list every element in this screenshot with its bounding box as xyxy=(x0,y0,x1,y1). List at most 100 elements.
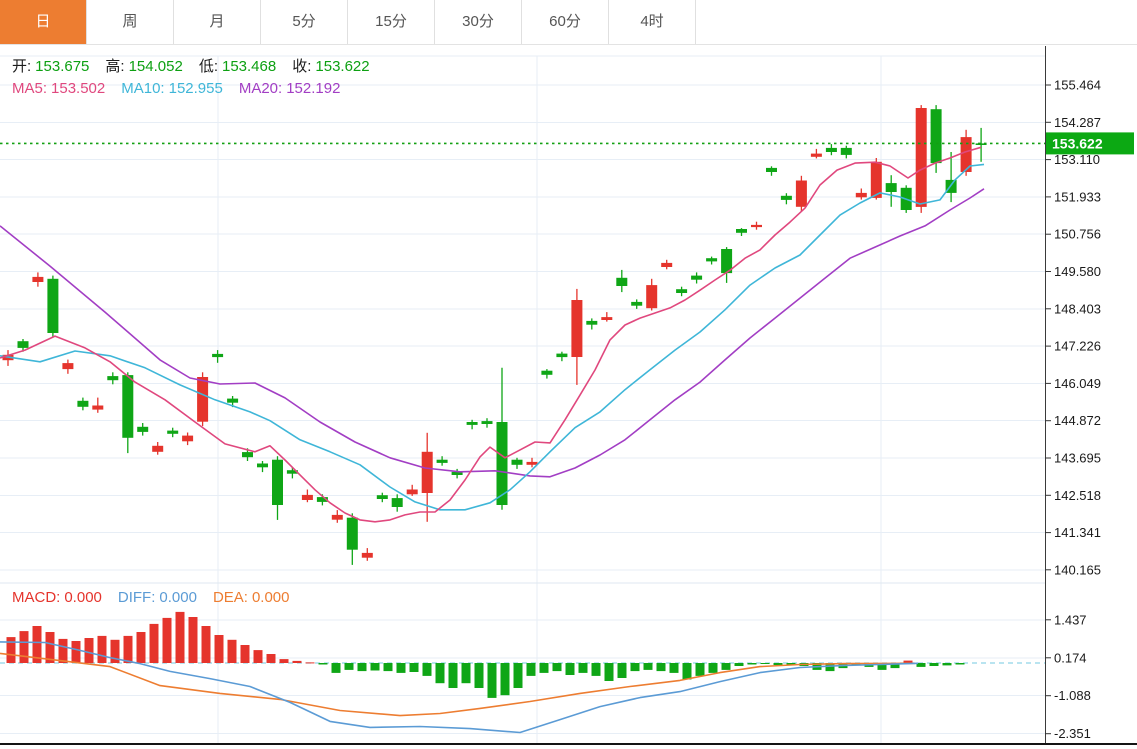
timeframe-tab-1[interactable]: 周 xyxy=(87,0,174,44)
candle-body xyxy=(541,370,553,375)
candle-body xyxy=(780,195,792,200)
macd-bar xyxy=(500,663,510,696)
current-price-badge: 153.622 xyxy=(1046,132,1134,155)
candle-body xyxy=(586,320,598,325)
macd-bar xyxy=(305,662,315,664)
macd-bar xyxy=(643,663,653,670)
ma5-label: MA5: xyxy=(12,80,48,97)
axis-tick-label: 140.165 xyxy=(1054,562,1101,577)
candle-body xyxy=(92,405,104,410)
macd-bar xyxy=(773,663,783,666)
candle-body xyxy=(646,285,658,309)
macd-bar xyxy=(591,663,601,676)
macd-bar xyxy=(435,663,445,684)
macd-bar xyxy=(669,663,679,673)
macd-bar xyxy=(253,650,263,663)
open-value: 153.675 xyxy=(35,58,90,75)
macd-bar xyxy=(201,626,211,663)
macd-bar xyxy=(45,632,55,663)
macd-bar xyxy=(149,623,159,663)
candle-body xyxy=(301,494,313,500)
candle-body xyxy=(212,353,224,358)
dea-label: DEA: xyxy=(212,589,248,606)
candle-body xyxy=(721,249,733,274)
dea-value: 0.000 xyxy=(251,589,290,606)
timeframe-tab-6[interactable]: 60分 xyxy=(522,0,609,44)
ma20-value: 152.192 xyxy=(286,80,341,97)
macd-bar xyxy=(279,659,289,663)
axis-tick-label: 150.756 xyxy=(1054,227,1101,242)
axis-tick-label: 154.287 xyxy=(1054,115,1101,130)
candle-body xyxy=(840,147,852,155)
macd-bar xyxy=(370,663,380,671)
macd-bar xyxy=(318,663,328,665)
timeframe-tab-2[interactable]: 月 xyxy=(174,0,261,44)
candle-body xyxy=(316,497,328,502)
axis-tick-label: 149.580 xyxy=(1054,264,1101,279)
candle-body xyxy=(960,137,972,172)
candle-body xyxy=(227,398,239,403)
dea-line xyxy=(0,652,916,717)
axis-tick-label: -1.088 xyxy=(1054,688,1091,703)
ohlc-readout: 开: 153.675 高: 154.052 低: 153.468 收: 153.622 xyxy=(12,58,386,76)
timeframe-tab-4[interactable]: 15分 xyxy=(348,0,435,44)
macd-bar xyxy=(929,663,939,666)
close-label: 收: xyxy=(292,58,312,75)
ma20-line xyxy=(0,188,985,478)
timeframe-tab-label: 60分 xyxy=(549,13,581,30)
macd-bar xyxy=(682,663,692,680)
timeframe-tab-0[interactable]: 日 xyxy=(0,0,87,44)
candle-body xyxy=(77,400,89,407)
macd-bar xyxy=(214,635,224,663)
macd-bar xyxy=(890,663,900,669)
ma-readout: MA5: 153.502 MA10: 152.955 MA20: 152.192 xyxy=(12,80,356,98)
candle-body xyxy=(62,363,74,370)
gridlines xyxy=(0,55,1045,743)
current-price-badge-bg xyxy=(1046,132,1134,155)
axis-tick-label: 143.695 xyxy=(1054,451,1101,466)
candle-body xyxy=(47,278,59,333)
macd-bar xyxy=(422,663,432,676)
macd-bar xyxy=(357,663,367,672)
timeframe-tab-label: 15分 xyxy=(375,13,407,30)
candle-body xyxy=(272,459,283,505)
price-axis: 155.464 154.287 153.110 151.933 150.756 149.5… xyxy=(1045,78,1101,577)
timeframe-tab-5[interactable]: 30分 xyxy=(435,0,522,44)
candle-body xyxy=(481,421,493,424)
timeframe-tab-label: 月 xyxy=(209,13,225,30)
close-value: 153.622 xyxy=(315,58,370,75)
high-value: 154.052 xyxy=(128,58,183,75)
macd-bar xyxy=(6,637,16,663)
macd-histogram xyxy=(6,611,965,698)
candle-body xyxy=(631,301,643,306)
macd-bar xyxy=(84,638,94,663)
macd-bar xyxy=(747,663,757,665)
timeframe-tab-7[interactable]: 4时 xyxy=(609,0,696,44)
axis-tick-label: 155.464 xyxy=(1054,78,1101,93)
timeframe-tab-label: 5分 xyxy=(292,13,316,30)
axis-tick-label: 151.933 xyxy=(1054,189,1101,204)
macd-bar xyxy=(461,663,471,684)
axis-tick-label: 147.226 xyxy=(1054,339,1101,354)
macd-bar xyxy=(942,663,952,666)
macd-bar xyxy=(58,638,68,663)
axis-tick-label: 148.403 xyxy=(1054,301,1101,316)
candle-body xyxy=(930,109,942,164)
diff-line xyxy=(0,641,919,734)
timeframe-tab-3[interactable]: 5分 xyxy=(261,0,348,44)
candle-body xyxy=(451,471,463,475)
macd-bar xyxy=(409,663,419,672)
candle-body xyxy=(511,459,523,465)
candle-body xyxy=(810,153,822,157)
axis-tick-label: 1.437 xyxy=(1054,612,1087,627)
open-label: 开: xyxy=(12,58,32,75)
ma10-line xyxy=(0,163,985,511)
candle-body xyxy=(436,459,448,463)
macd-bar xyxy=(604,663,614,681)
ma5-line xyxy=(0,146,982,523)
candle-body xyxy=(661,262,673,267)
macd-bar xyxy=(578,663,588,673)
macd-bar xyxy=(123,635,133,663)
